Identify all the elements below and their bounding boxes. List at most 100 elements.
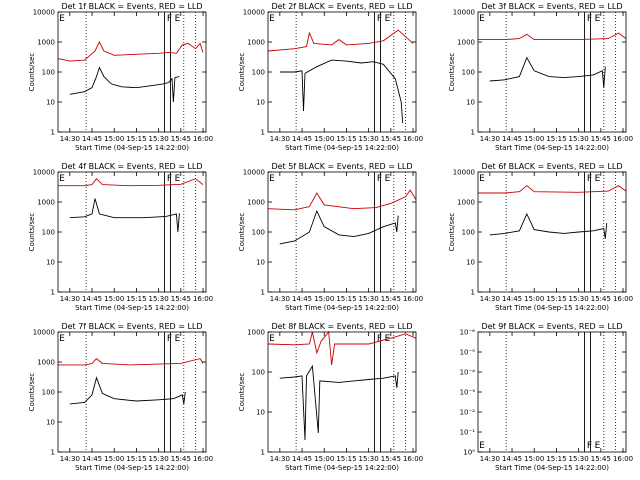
chart-title: Det 1f BLACK = Events, RED = LLD [61, 2, 202, 11]
marker-label: E [175, 174, 181, 184]
y-tick-label: 1 [51, 289, 55, 297]
y-tick-label: 1 [261, 129, 265, 137]
x-tick-label: 15:15 [546, 455, 566, 463]
y-axis-label: Counts/sec [238, 373, 246, 412]
x-axis-label: Start Time (04-Sep-15 14:22:00) [285, 144, 399, 152]
x-tick-label: 15:45 [171, 295, 191, 303]
x-tick-label: 14:30 [480, 135, 500, 143]
x-tick-label: 15:00 [314, 295, 334, 303]
x-tick-label: 14:45 [82, 295, 102, 303]
x-tick-label: 15:15 [126, 135, 146, 143]
chart-panel-7: Det 7f BLACK = Events, RED = LLD 1 10 100 10… [28, 322, 213, 472]
chart-panel-6: Det 6f BLACK = Events, RED = LLD 1 10 100 10… [448, 162, 633, 312]
chart-title: Det 7f BLACK = Events, RED = LLD [61, 322, 202, 331]
chart-panel-4: Det 4f BLACK = Events, RED = LLD 1 10 100 10… [28, 162, 213, 312]
events-series-line [69, 66, 180, 103]
x-tick-label: 16:00 [193, 455, 213, 463]
marker-label: F [167, 174, 172, 184]
x-tick-label: 16:00 [613, 455, 633, 463]
y-tick-label: 10 [46, 259, 55, 267]
y-tick-label: 100 [462, 69, 475, 77]
x-tick-label: 15:00 [524, 135, 544, 143]
y-tick-label: 10⁰ [463, 449, 475, 457]
y-tick-label: 1000 [37, 359, 55, 367]
y-tick-label: 1 [51, 449, 55, 457]
marker-label: F [587, 174, 592, 184]
x-tick-label: 15:15 [126, 295, 146, 303]
y-tick-label: 10000 [33, 9, 55, 17]
events-series-line [279, 59, 404, 124]
x-tick-label: 14:30 [480, 455, 500, 463]
marker-label: F [167, 14, 172, 24]
x-tick-label: 15:30 [359, 135, 379, 143]
chart-panel-1: Det 1f BLACK = Events, RED = LLD 1 10 100 10… [28, 2, 213, 152]
x-tick-label: 15:45 [591, 135, 611, 143]
chart-title: Det 5f BLACK = Events, RED = LLD [271, 162, 412, 171]
x-tick-label: 14:45 [82, 135, 102, 143]
x-tick-label: 15:30 [149, 135, 169, 143]
y-tick-label: 10000 [453, 9, 475, 17]
y-tick-label: 1000 [247, 199, 265, 207]
y-tick-label: 10 [256, 99, 265, 107]
y-tick-label: 100 [252, 369, 265, 377]
y-tick-label: 1000 [37, 199, 55, 207]
y-tick-label: 10 [466, 259, 475, 267]
x-tick-label: 15:45 [171, 455, 191, 463]
x-axis-label: Start Time (04-Sep-15 14:22:00) [75, 304, 189, 312]
chart-title: Det 9f BLACK = Events, RED = LLD [481, 322, 622, 331]
x-tick-label: 14:45 [82, 455, 102, 463]
y-tick-label: 10 [466, 99, 475, 107]
lld-series-line [267, 29, 414, 52]
marker-label: F [377, 174, 382, 184]
chart-panel-3: Det 3f BLACK = Events, RED = LLD 1 10 100 10… [448, 2, 633, 152]
x-tick-label: 16:00 [403, 455, 423, 463]
lld-series-line [478, 32, 627, 41]
x-tick-label: 15:45 [381, 295, 401, 303]
x-tick-label: 15:30 [359, 455, 379, 463]
x-tick-label: 15:00 [104, 135, 124, 143]
y-tick-label: 10000 [33, 329, 55, 337]
events-series-line [69, 198, 180, 233]
marker-label: E [385, 334, 391, 344]
plot-frame [267, 331, 417, 453]
x-axis-label: Start Time (04-Sep-15 14:22:00) [495, 144, 609, 152]
chart-title: Det 3f BLACK = Events, RED = LLD [481, 2, 622, 11]
y-axis-label: Counts/sec [28, 213, 36, 252]
y-axis-label: Counts/sec [28, 373, 36, 412]
x-tick-label: 15:15 [546, 295, 566, 303]
lld-series-line [267, 189, 417, 211]
chart-title: Det 2f BLACK = Events, RED = LLD [271, 2, 412, 11]
y-tick-label: 100 [252, 229, 265, 237]
marker-label: E [269, 334, 275, 344]
y-tick-label: 100 [42, 229, 55, 237]
x-tick-label: 15:45 [591, 455, 611, 463]
y-tick-label: 10000 [243, 9, 265, 17]
x-tick-label: 16:00 [613, 295, 633, 303]
lld-series-line [58, 178, 204, 187]
lld-series-line [267, 330, 417, 366]
x-tick-label: 15:15 [546, 135, 566, 143]
y-tick-label: 100 [42, 69, 55, 77]
y-axis-label: Counts/sec [28, 53, 36, 92]
y-tick-label: 10⁻⁵ [460, 349, 476, 357]
y-tick-label: 1000 [37, 39, 55, 47]
x-axis-label: Start Time (04-Sep-15 14:22:00) [495, 464, 609, 472]
y-tick-label: 10000 [33, 169, 55, 177]
chart-panel-8: Det 8f BLACK = Events, RED = LLD 1 10 100 10… [238, 322, 423, 472]
x-axis-label: Start Time (04-Sep-15 14:22:00) [285, 464, 399, 472]
y-tick-label: 10⁻⁴ [460, 369, 476, 377]
x-tick-label: 14:30 [270, 455, 290, 463]
x-tick-label: 15:00 [524, 455, 544, 463]
y-tick-label: 10⁻² [460, 409, 476, 417]
x-tick-label: 15:15 [336, 295, 356, 303]
chart-panel-2: Det 2f BLACK = Events, RED = LLD 1 10 100 10… [238, 2, 423, 152]
events-series-line [279, 364, 399, 441]
marker-label: E [385, 174, 391, 184]
x-tick-label: 15:00 [314, 135, 334, 143]
x-axis-label: Start Time (04-Sep-15 14:22:00) [75, 144, 189, 152]
marker-label: E [595, 174, 601, 184]
x-tick-label: 14:30 [480, 295, 500, 303]
x-tick-label: 14:45 [292, 455, 312, 463]
y-tick-label: 10⁻⁶ [460, 329, 476, 337]
events-series-line [489, 56, 606, 88]
